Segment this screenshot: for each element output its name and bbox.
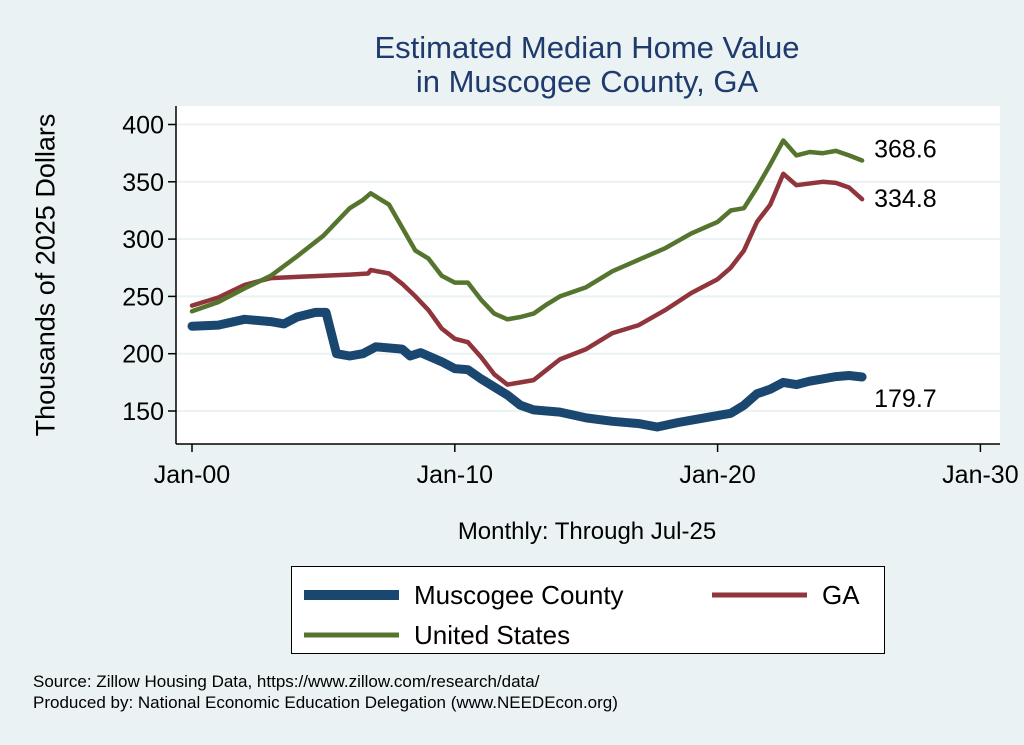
legend-label: United States	[414, 620, 570, 650]
producer-note: Produced by: National Economic Education…	[33, 693, 618, 712]
y-tick-label: 250	[122, 283, 164, 311]
x-tick-label: Jan-00	[154, 461, 230, 489]
source-note: Source: Zillow Housing Data, https://www…	[33, 672, 540, 691]
chart-title-line2: in Muscogee County, GA	[415, 64, 759, 99]
series-line-united-states	[189, 138, 865, 322]
series-line-muscogee-county	[187, 307, 867, 432]
x-tick-label: Jan-20	[679, 461, 755, 489]
legend-label: Muscogee County	[414, 580, 624, 610]
x-tick-label: Jan-10	[417, 461, 493, 489]
series-line-ga	[189, 171, 865, 387]
legend: Muscogee County GA United States	[291, 566, 885, 654]
end-value-label: 368.6	[874, 135, 937, 163]
y-tick-label: 400	[122, 112, 164, 140]
y-tick-label: 200	[122, 341, 164, 369]
x-tick-label: Jan-30	[942, 461, 1018, 489]
y-tick-label: 150	[122, 398, 164, 426]
x-axis-label: Monthly: Through Jul-25	[457, 518, 717, 545]
end-value-label: 179.7	[874, 385, 937, 413]
y-tick-label: 350	[122, 169, 164, 197]
end-value-label: 334.8	[874, 185, 937, 213]
legend-label: GA	[822, 580, 860, 610]
y-tick-label: 300	[122, 226, 164, 254]
chart-title-line1: Estimated Median Home Value	[374, 30, 800, 65]
